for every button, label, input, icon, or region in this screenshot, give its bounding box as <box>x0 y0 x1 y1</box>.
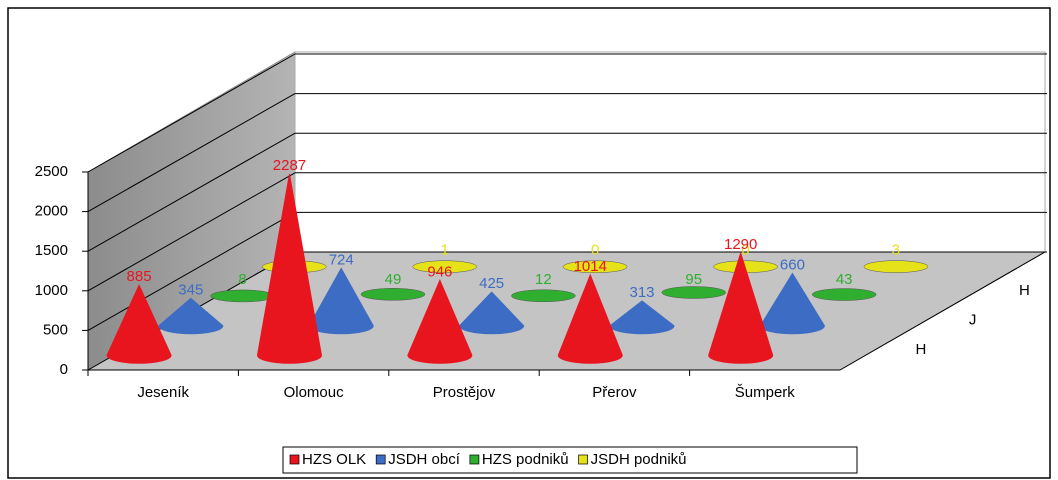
grid-line <box>87 172 296 292</box>
value-label: 660 <box>780 256 805 273</box>
value-label: 43 <box>836 271 853 288</box>
value-label: 49 <box>385 271 402 288</box>
back-wall <box>294 51 1046 253</box>
value-label: 3 <box>892 242 900 259</box>
grid-line <box>87 93 296 213</box>
x-tick-label: Olomouc <box>284 384 345 401</box>
legend-label: JSDH obcí <box>388 451 461 468</box>
x-tick-label: Jeseník <box>137 384 189 401</box>
y-tick-label: 0 <box>60 361 68 378</box>
legend-label: HZS OLK <box>302 451 366 468</box>
value-label: 724 <box>329 251 354 268</box>
depth-axis <box>839 251 1046 371</box>
depth-label: J <box>969 312 977 329</box>
x-tick-label: Prostějov <box>433 384 496 401</box>
value-label: 8 <box>238 271 246 288</box>
y-tick-label: 500 <box>43 321 68 338</box>
cone-shade <box>558 274 623 364</box>
cone <box>562 260 628 273</box>
value-label: 95 <box>685 271 702 288</box>
cone <box>863 260 929 273</box>
cone-shade <box>309 268 374 334</box>
cone <box>210 289 275 303</box>
cone-shade <box>760 273 825 334</box>
cone-shade <box>708 253 773 364</box>
value-label: 1290 <box>724 236 757 253</box>
cone <box>360 288 426 301</box>
legend-swatch <box>375 454 386 465</box>
value-label: 2287 <box>273 157 306 174</box>
y-tick-label: 2500 <box>35 163 68 180</box>
value-label: 1014 <box>574 258 607 275</box>
cone-shade <box>459 292 524 334</box>
y-tick-label: 1000 <box>35 282 68 299</box>
value-label: 0 <box>741 242 749 259</box>
depth-label: H <box>1019 282 1030 299</box>
value-label: 313 <box>630 284 655 301</box>
cone <box>661 286 727 299</box>
legend-swatch <box>289 454 300 465</box>
legend-swatch <box>469 454 480 465</box>
legend-box <box>282 446 858 474</box>
y-tick-label: 2000 <box>35 203 68 220</box>
x-tick-label: Šumperk <box>735 384 796 401</box>
y-tick-label: 1500 <box>35 242 68 259</box>
value-label: 1 <box>441 242 449 259</box>
cone <box>511 289 576 303</box>
cone-shade <box>257 174 322 364</box>
value-label: 345 <box>178 281 203 298</box>
grid-line <box>87 132 296 252</box>
legend-label: JSDH podniků <box>591 451 687 468</box>
value-label: 12 <box>535 271 552 288</box>
cone-shade <box>610 300 675 334</box>
value-label: 425 <box>479 275 504 292</box>
legend-swatch <box>578 454 588 465</box>
depth-label: H <box>915 341 926 358</box>
grid-line <box>87 211 296 331</box>
grid-line <box>87 53 296 173</box>
cone <box>811 288 877 301</box>
cone-shade <box>158 298 223 334</box>
value-label: 0 <box>591 242 599 259</box>
x-tick-label: Přerov <box>592 384 637 401</box>
cone <box>412 260 477 273</box>
cone-shade <box>107 285 172 364</box>
cone-shade <box>407 280 472 364</box>
legend-label: HZS podniků <box>482 451 569 468</box>
value-label: 885 <box>127 268 152 285</box>
value-label: 946 <box>427 263 452 280</box>
